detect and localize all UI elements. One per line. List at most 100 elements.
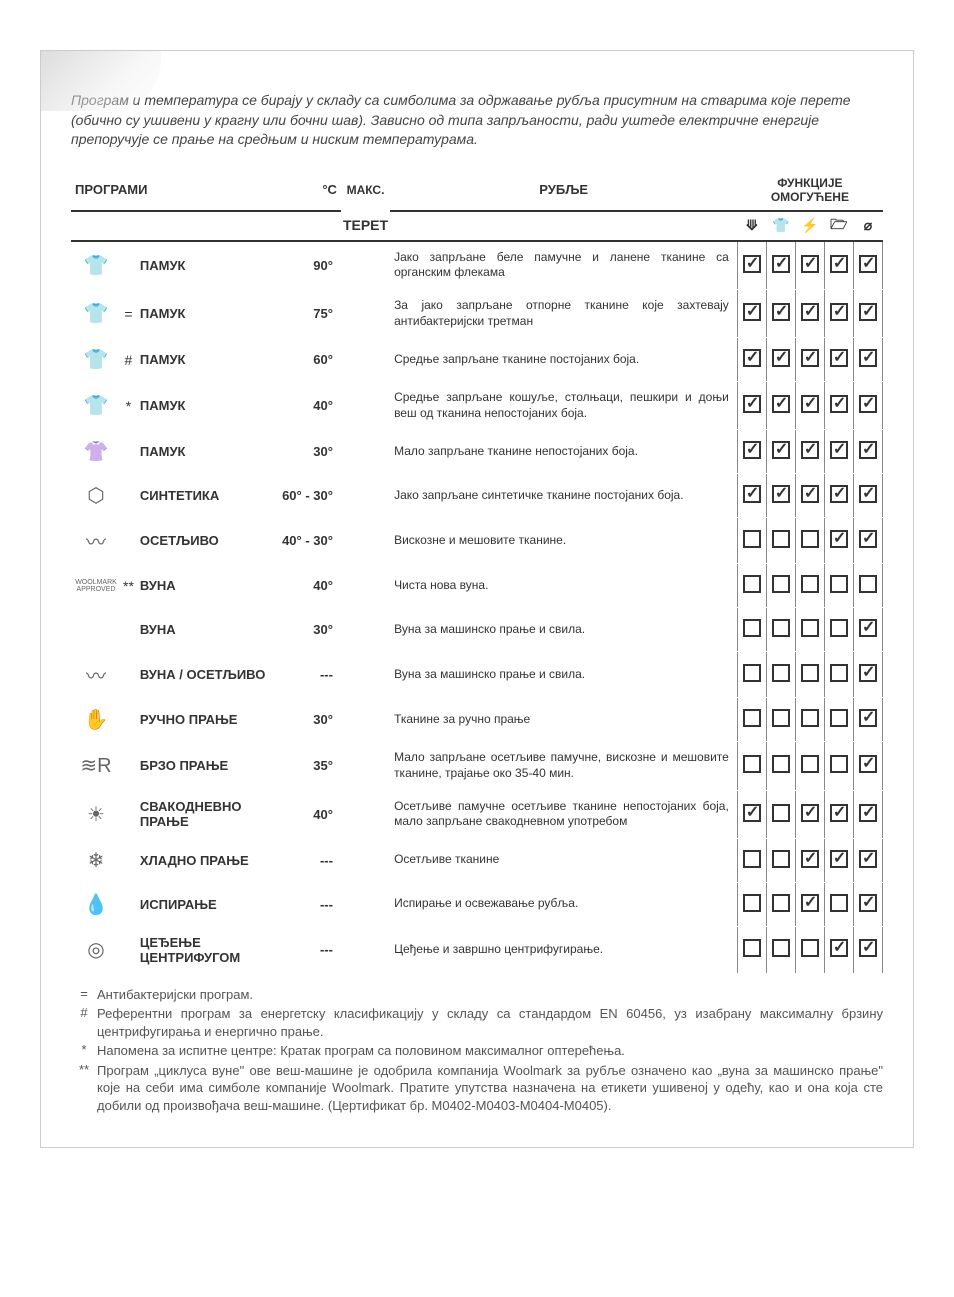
footnote-row: **Програм „циклуса вуне" ове веш-машине … <box>71 1062 883 1115</box>
checkbox-icon <box>830 303 848 321</box>
function-cell <box>853 926 882 973</box>
program-desc: Вуна за машинско прање и свила. <box>390 608 737 652</box>
function-cell <box>766 742 795 790</box>
program-name: ВУНА / ОСЕТЉИВО <box>136 652 278 698</box>
function-cell <box>824 882 853 926</box>
footnote-symbol: ** <box>71 1062 97 1115</box>
checkbox-icon <box>772 485 790 503</box>
load-cell <box>341 564 390 608</box>
checkbox-icon <box>801 709 819 727</box>
footnote-mark <box>121 608 136 652</box>
program-name: РУЧНО ПРАЊЕ <box>136 698 278 742</box>
program-name: ХЛАДНО ПРАЊЕ <box>136 838 278 882</box>
program-desc: Мало запрљане тканине непостојаних боја. <box>390 430 737 474</box>
checkbox-icon <box>743 619 761 637</box>
footnote-symbol: = <box>71 986 97 1004</box>
function-cell <box>795 882 824 926</box>
function-cell <box>824 838 853 882</box>
function-cell <box>824 742 853 790</box>
header-functions: ФУНКЦИЈЕ ОМОГУЋЕНЕ <box>737 170 882 211</box>
checkbox-icon <box>772 709 790 727</box>
checkbox-icon <box>830 939 848 957</box>
header-laundry: РУБЉЕ <box>390 170 737 211</box>
checkbox-icon <box>743 303 761 321</box>
checkbox-icon <box>830 755 848 773</box>
function-cell <box>795 790 824 838</box>
program-desc: Мало запрљане осетљиве памучне, вискозне… <box>390 742 737 790</box>
checkbox-icon <box>743 709 761 727</box>
program-name: ВУНА <box>136 608 278 652</box>
load-cell <box>341 698 390 742</box>
checkbox-icon <box>859 575 877 593</box>
function-cell <box>737 564 766 608</box>
footnote-row: *Напомена за испитне центре: Кратак прог… <box>71 1042 883 1060</box>
program-desc: Осетљиве тканине <box>390 838 737 882</box>
function-cell <box>766 289 795 337</box>
checkbox-icon <box>801 530 819 548</box>
checkbox-icon <box>801 850 819 868</box>
footnote-mark <box>121 838 136 882</box>
table-row: WOOLMARKAPPROVED ** ВУНА 40° Чиста нова … <box>71 564 883 608</box>
footnotes: =Антибактеријски програм.#Референтни про… <box>71 986 883 1115</box>
table-row: ≋R БРЗО ПРАЊЕ 35° Мало запрљане осетљиве… <box>71 742 883 790</box>
woolmark-label: WOOLMARKAPPROVED <box>75 579 117 593</box>
checkbox-icon <box>743 894 761 912</box>
function-cell <box>824 241 853 290</box>
function-cell <box>766 518 795 564</box>
function-cell <box>853 518 882 564</box>
program-desc: Цеђење и завршно центрифугирање. <box>390 926 737 973</box>
checkbox-icon <box>772 804 790 822</box>
program-temp: 35° <box>278 742 341 790</box>
function-cell <box>853 698 882 742</box>
program-name: ВУНА <box>136 564 278 608</box>
checkbox-icon <box>772 755 790 773</box>
function-cell <box>853 882 882 926</box>
program-temp: --- <box>278 882 341 926</box>
function-cell <box>737 338 766 382</box>
checkbox-icon <box>859 619 877 637</box>
footnote-mark: # <box>121 338 136 382</box>
footnote-row: =Антибактеријски програм. <box>71 986 883 1004</box>
checkbox-icon <box>772 395 790 413</box>
intro-text: Програм и температура се бирају у складу… <box>71 91 883 150</box>
program-name: ПАМУК <box>136 289 278 337</box>
function-cell <box>737 698 766 742</box>
function-cell <box>737 838 766 882</box>
table-row: 〰 ОСЕТЉИВО 40° - 30° Вискозне и мешовите… <box>71 518 883 564</box>
function-cell <box>737 241 766 290</box>
function-cell <box>766 474 795 518</box>
programs-table: ПРОГРАМИ °C МАКС. РУБЉЕ ФУНКЦИЈЕ ОМОГУЋЕ… <box>71 170 883 974</box>
function-cell <box>766 926 795 973</box>
table-row: 👕 * ПАМУК 40° Средње запрљане кошуље, ст… <box>71 382 883 430</box>
function-cell <box>766 790 795 838</box>
checkbox-icon <box>772 255 790 273</box>
program-icon: 👕 <box>71 382 121 430</box>
checkbox-icon <box>772 530 790 548</box>
program-desc: Тканине за ручно прање <box>390 698 737 742</box>
checkbox-icon <box>743 395 761 413</box>
function-cell <box>737 289 766 337</box>
load-cell <box>341 338 390 382</box>
checkbox-icon <box>859 709 877 727</box>
checkbox-icon <box>743 664 761 682</box>
function-cell <box>853 289 882 337</box>
program-temp: 30° <box>278 608 341 652</box>
checkbox-icon <box>801 755 819 773</box>
function-cell <box>766 838 795 882</box>
function-cell <box>737 742 766 790</box>
function-cell <box>766 608 795 652</box>
checkbox-icon <box>772 850 790 868</box>
checkbox-icon <box>859 894 877 912</box>
checkbox-icon <box>830 575 848 593</box>
program-desc: Јако запрљане синтетичке тканине постоја… <box>390 474 737 518</box>
program-temp: 90° <box>278 241 341 290</box>
function-cell <box>766 564 795 608</box>
function-cell <box>853 430 882 474</box>
checkbox-icon <box>743 255 761 273</box>
checkbox-icon <box>772 575 790 593</box>
header-max: МАКС. <box>345 183 386 197</box>
function-cell <box>766 241 795 290</box>
function-cell <box>853 564 882 608</box>
program-icon: 👕 <box>71 338 121 382</box>
checkbox-icon <box>743 485 761 503</box>
